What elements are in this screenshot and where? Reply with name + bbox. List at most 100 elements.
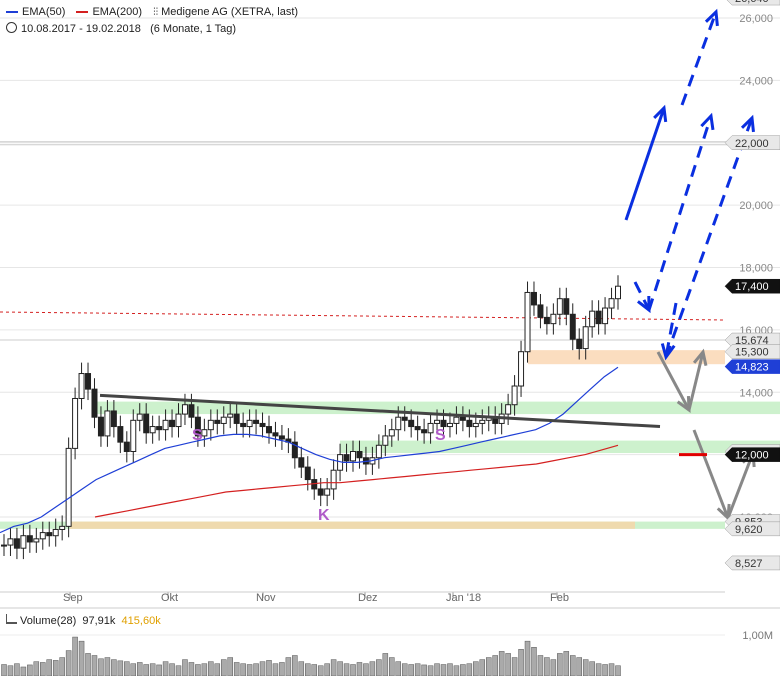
volume-bar: [124, 661, 130, 676]
candle-body: [265, 426, 272, 434]
volume-bar: [136, 662, 143, 676]
candle-body: [220, 416, 227, 424]
arrow-up-dashed-top-head: [704, 8, 719, 27]
volume-bar: [162, 661, 169, 676]
volume-bar: [7, 665, 14, 676]
candle-body: [343, 454, 350, 462]
volume-bar: [350, 664, 356, 676]
candle-body: [7, 538, 14, 546]
candle-body: [13, 538, 20, 549]
candle-body: [149, 426, 156, 434]
candle-body: [356, 451, 363, 459]
arrow-down-dashed-head: [636, 295, 651, 314]
volume-bar: [356, 662, 363, 676]
volume-bar: [40, 662, 46, 676]
candle-body: [91, 388, 98, 418]
candle-body: [350, 451, 357, 462]
volume-bar: [376, 659, 382, 676]
clock-icon: [6, 22, 17, 33]
price-tag: [724, 278, 780, 294]
candle-body: [117, 426, 124, 443]
arrow-up-dashed-right-head: [740, 114, 755, 133]
volume-bar: [595, 663, 602, 676]
chart-timerange: 10.08.2017 - 19.02.2018 (6 Monate, 1 Tag…: [6, 22, 236, 35]
candle-body: [291, 441, 298, 459]
candle-body: [453, 416, 460, 424]
volume-bar: [285, 657, 292, 676]
candle-body: [20, 535, 27, 549]
candle-body: [143, 413, 150, 434]
x-tick-label: Sep: [63, 592, 83, 604]
y-tick-label: 14,000: [739, 387, 773, 399]
volume-bar: [440, 664, 447, 676]
candle-body: [479, 419, 486, 424]
volume-bar: [434, 663, 440, 676]
volume-bar: [589, 661, 595, 676]
candle-body: [421, 429, 428, 434]
volume-bar: [117, 660, 124, 676]
volume-bar: [1, 664, 7, 676]
y-tick-label: 18,000: [739, 263, 773, 275]
candle-body: [201, 429, 208, 437]
volume-bar: [382, 653, 389, 676]
volume-icon: [6, 614, 17, 624]
legend-ema200[interactable]: EMA(200): [76, 6, 142, 18]
candle-body: [78, 373, 85, 399]
volume-bar: [498, 651, 505, 676]
candle-body: [85, 373, 92, 390]
price-tag: [724, 359, 780, 374]
volume-bar: [570, 655, 576, 676]
volume-bar: [466, 663, 473, 676]
price-tag: [724, 344, 780, 359]
volume-bar: [169, 663, 175, 676]
volume-bar: [395, 661, 402, 676]
volume-bar: [272, 663, 279, 676]
candle-body: [233, 413, 240, 424]
candle-body: [97, 416, 104, 437]
volume-bar: [557, 653, 563, 676]
candle-body: [602, 307, 609, 325]
volume-bar: [414, 663, 421, 676]
volume-bar: [317, 665, 324, 676]
candle-body: [401, 416, 408, 421]
volume-bar: [208, 661, 214, 676]
volume-bar: [337, 661, 343, 676]
legend-ema50[interactable]: EMA(50): [6, 6, 65, 18]
candle-body: [530, 291, 537, 306]
candle-body: [556, 298, 563, 315]
volume-bar: [511, 657, 518, 676]
volume-bar: [130, 663, 137, 676]
arrow-up-solid: [624, 107, 666, 221]
volume-bar: [389, 657, 395, 676]
candle-body: [446, 422, 453, 428]
candle-body: [427, 422, 434, 434]
arrow-up-dashed-mid-head: [700, 112, 715, 131]
volume-bar: [298, 661, 305, 676]
candle-body: [272, 432, 279, 437]
candle-body: [395, 416, 402, 431]
price-tag-label: 9,620: [735, 524, 763, 536]
candle-body: [240, 422, 247, 428]
volume-bar: [72, 636, 78, 676]
arrow-grey-up-head: [692, 348, 708, 367]
legend-instrument[interactable]: ⫶⫶ Medigene AG (XETRA, last): [153, 6, 299, 18]
chart-legend: EMA(50) EMA(200) ⫶⫶ Medigene AG (XETRA, …: [6, 6, 298, 18]
volume-bar: [78, 640, 85, 676]
volume-bar: [14, 663, 20, 676]
volume-bar: [401, 663, 408, 676]
candle-body: [524, 291, 531, 353]
arrow-grey-up-2: [726, 452, 755, 519]
candle-body: [181, 404, 188, 415]
volume-bar: [65, 650, 72, 676]
volume-bar: [20, 666, 27, 676]
candle-body: [253, 419, 260, 424]
ema50-line: [0, 366, 619, 534]
candle-body: [324, 488, 331, 496]
candle-body: [608, 298, 615, 309]
price-tag-label: 22,000: [735, 138, 769, 150]
candle-body: [72, 397, 79, 449]
price-tag-label: 15,674: [735, 335, 769, 347]
candle-body: [434, 419, 441, 424]
volume-bar: [311, 664, 317, 676]
